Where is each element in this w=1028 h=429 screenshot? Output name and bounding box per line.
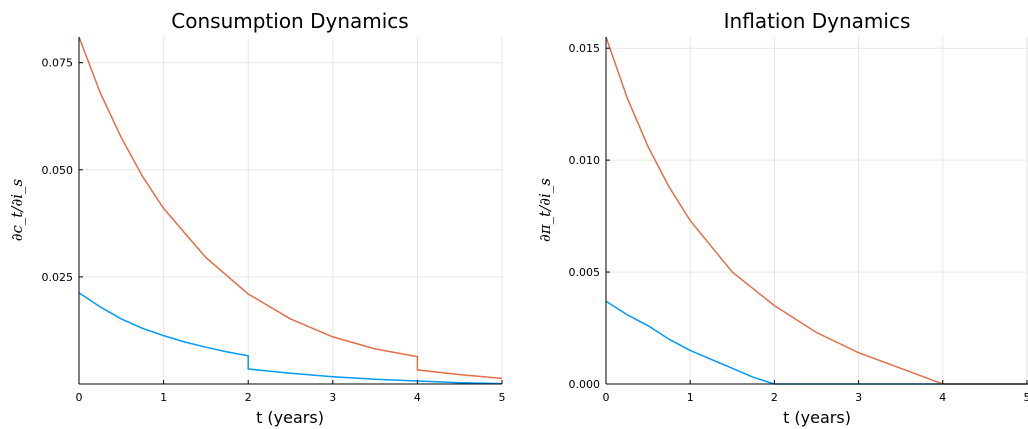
consumption-x-tick-label: 2 — [245, 391, 252, 404]
inflation-y-axis-label: ∂π_t/∂i_s — [536, 178, 554, 242]
inflation-x-tick-label: 5 — [1024, 391, 1028, 404]
inflation-series-line-2 — [605, 36, 1027, 385]
consumption-grid — [78, 37, 503, 384]
inflation-x-tick-label: 2 — [771, 391, 778, 404]
inflation-y-tick-label: 0.010 — [569, 154, 601, 167]
consumption-series-group — [78, 36, 503, 385]
inflation-y-tick-label: 0.015 — [569, 42, 601, 55]
inflation-chart: Inflation Dynamics 0 1 2 3 4 5 0.000 0.005 0.010… — [536, 9, 1028, 427]
inflation-chart-title: Inflation Dynamics — [724, 9, 911, 33]
inflation-x-tick-label: 4 — [939, 391, 946, 404]
inflation-x-tick-label: 3 — [855, 391, 862, 404]
consumption-chart-title: Consumption Dynamics — [171, 9, 408, 33]
consumption-chart: Consumption Dynamics 0 1 2 3 4 5 0.025 0.050 0.0… — [8, 9, 506, 427]
consumption-series-line-1 — [78, 292, 503, 385]
inflation-y-tick-label: 0.005 — [569, 266, 601, 279]
consumption-x-tick-label: 0 — [76, 391, 83, 404]
consumption-y-tick-label: 0.025 — [42, 271, 74, 284]
consumption-series-line-2 — [78, 36, 503, 380]
inflation-x-tick-label: 0 — [603, 391, 610, 404]
consumption-x-tick-label: 4 — [414, 391, 421, 404]
inflation-series-line-1 — [605, 300, 1027, 385]
consumption-x-tick-label: 3 — [329, 391, 336, 404]
inflation-x-tick-label: 1 — [687, 391, 694, 404]
consumption-x-tick-label: 5 — [499, 391, 506, 404]
inflation-series-group — [605, 36, 1027, 385]
consumption-y-tick-label: 0.050 — [42, 164, 74, 177]
consumption-ticks: 0 1 2 3 4 5 0.025 0.050 0.075 — [42, 57, 506, 404]
consumption-x-tick-label: 1 — [160, 391, 167, 404]
consumption-y-tick-label: 0.075 — [42, 57, 74, 70]
inflation-ticks: 0 1 2 3 4 5 0.000 0.005 0.010 0.015 — [569, 42, 1028, 404]
consumption-y-axis-label: ∂c_t/∂i_s — [8, 178, 26, 241]
inflation-y-tick-label: 0.000 — [569, 378, 601, 391]
consumption-x-axis-label: t (years) — [256, 408, 324, 427]
inflation-x-axis-label: t (years) — [783, 408, 851, 427]
